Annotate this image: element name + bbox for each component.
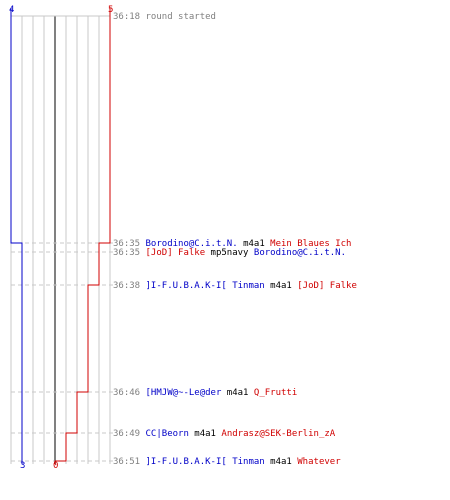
- red-start-label: 5: [108, 5, 113, 15]
- event-time: 36:51: [113, 457, 141, 467]
- event-weapon: mp5navy: [210, 248, 249, 258]
- event-row: 36:49 CC|Beorn m4a1 Andrasz@SEK-Berlin_z…: [113, 429, 335, 439]
- event-row: 36:46 [HMJW@~-Le@der m4a1 Q_Frutti: [113, 388, 297, 398]
- event-row: 36:35 Borodino@C.i.t.N. m4a1 Mein Blaues…: [113, 239, 351, 249]
- event-victim: Mein Blaues Ich: [270, 239, 352, 249]
- event-round-started: 36:18 round started: [113, 12, 216, 22]
- event-weapon: m4a1: [270, 281, 292, 291]
- event-time: 36:49: [113, 429, 141, 439]
- series-group: [10, 8, 111, 464]
- event-row: 36:35 [JoD] Falke mp5navy Borodino@C.i.t…: [113, 248, 346, 258]
- event-time: 36:46: [113, 388, 141, 398]
- event-victim: [JoD] Falke: [297, 281, 357, 291]
- event-weapon: m4a1: [270, 457, 292, 467]
- event-row: 36:38 ]I-F.U.B.A.K-I[ Tinman m4a1 [JoD] …: [113, 281, 357, 291]
- event-victim: Andrasz@SEK-Berlin_zA: [221, 429, 336, 439]
- event-killer: Borodino@C.i.t.N.: [145, 239, 238, 249]
- event-time: 36:35: [113, 248, 141, 258]
- labels-group: 4 5 3 0: [9, 5, 113, 471]
- event-time: 36:38: [113, 281, 141, 291]
- event-killer: ]I-F.U.B.A.K-I[ Tinman: [145, 281, 265, 291]
- event-victim: Whatever: [297, 457, 341, 467]
- event-weapon: m4a1: [194, 429, 216, 439]
- event-time: 36:35: [113, 239, 141, 249]
- red-series-line: [54, 8, 111, 464]
- blue-series-line: [10, 8, 23, 464]
- event-victim: Borodino@C.i.t.N.: [253, 248, 347, 258]
- event-killer: [JoD] Falke: [145, 248, 206, 258]
- event-killer: ]I-F.U.B.A.K-I[ Tinman: [145, 457, 265, 467]
- blue-start-label: 4: [9, 5, 14, 15]
- red-end-label: 0: [53, 461, 58, 471]
- event-time: 36:18: [113, 12, 141, 22]
- blue-end-label: 3: [20, 461, 25, 471]
- event-weapon: m4a1: [243, 239, 265, 249]
- event-killer: CC|Beorn: [145, 429, 189, 439]
- event-victim: Q_Frutti: [253, 388, 298, 398]
- event-weapon: m4a1: [226, 388, 249, 398]
- event-killer: [HMJW@~-Le@der: [145, 388, 222, 398]
- event-row: 36:51 ]I-F.U.B.A.K-I[ Tinman m4a1 Whatev…: [113, 457, 341, 467]
- grid-group: [10, 15, 113, 464]
- event-system-text: round started: [145, 12, 216, 22]
